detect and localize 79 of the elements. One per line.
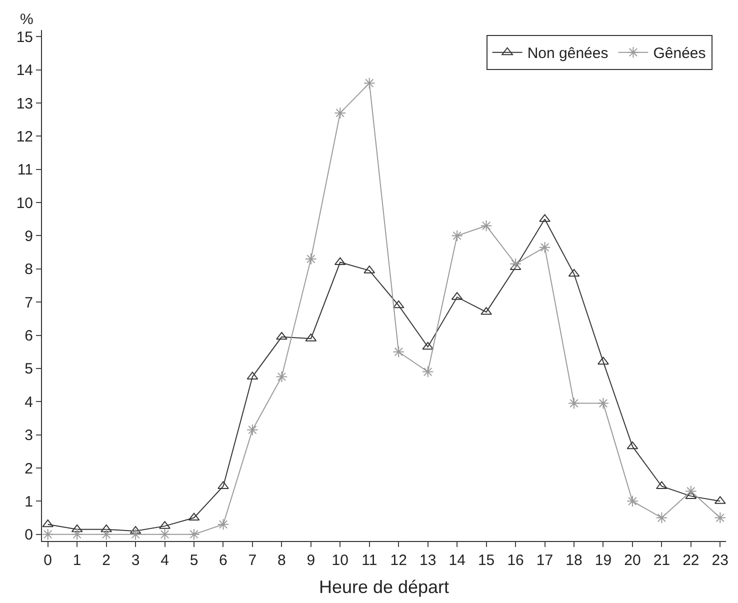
y-tick-label: 5 xyxy=(24,360,33,378)
point xyxy=(100,524,112,532)
point xyxy=(656,512,668,524)
x-tick-label: 11 xyxy=(362,552,378,569)
point xyxy=(188,528,200,540)
point xyxy=(392,300,404,308)
x-tick-label: 12 xyxy=(390,552,407,569)
x-tick-label: 10 xyxy=(332,552,348,569)
point xyxy=(305,253,317,265)
point xyxy=(626,441,638,450)
y-tick-label: 14 xyxy=(16,62,33,80)
point xyxy=(598,356,609,365)
y-tick-label: 7 xyxy=(24,294,33,312)
point xyxy=(100,528,112,540)
y-tick-label: 0 xyxy=(24,526,33,544)
point xyxy=(510,258,522,270)
y-tick-label: 9 xyxy=(24,228,33,245)
y-tick-label: 4 xyxy=(24,394,33,411)
point xyxy=(363,77,376,89)
x-tick-label: 16 xyxy=(507,552,524,569)
x-tick-label: 19 xyxy=(594,552,612,569)
point xyxy=(568,397,580,410)
y-tick-label: 8 xyxy=(24,261,33,278)
point xyxy=(130,528,142,540)
y-tick-label: 13 xyxy=(16,95,33,112)
point xyxy=(276,332,288,340)
y-tick-label: 6 xyxy=(24,328,33,345)
y-tick-label: 3 xyxy=(24,427,33,444)
point xyxy=(568,268,580,277)
x-tick-label: 23 xyxy=(712,552,728,569)
point xyxy=(334,107,346,119)
point xyxy=(597,397,610,410)
point xyxy=(246,424,258,436)
legend-label: Non gênées xyxy=(527,45,608,62)
point xyxy=(422,366,434,378)
x-tick-label: 13 xyxy=(420,552,436,569)
x-tick-label: 4 xyxy=(160,552,169,569)
x-tick-label: 2 xyxy=(102,552,110,569)
y-axis-title: % xyxy=(20,11,34,28)
x-tick-label: 22 xyxy=(682,552,700,569)
point xyxy=(71,524,83,532)
x-tick-label: 5 xyxy=(190,552,198,569)
point xyxy=(538,241,551,254)
point xyxy=(276,370,288,383)
x-tick-label: 9 xyxy=(306,552,316,569)
x-tick-label: 6 xyxy=(219,552,228,569)
x-tick-label: 0 xyxy=(44,552,52,569)
point xyxy=(71,528,83,540)
x-tick-label: 21 xyxy=(653,552,670,569)
y-tick-label: 12 xyxy=(16,128,33,146)
x-axis-title: Heure de départ xyxy=(318,577,450,598)
y-tick-label: 10 xyxy=(16,194,33,212)
x-tick-label: 15 xyxy=(478,552,495,569)
point xyxy=(626,495,638,508)
y-tick-label: 2 xyxy=(24,460,33,478)
point xyxy=(188,512,200,521)
x-tick-label: 1 xyxy=(72,552,82,569)
x-tick-label: 17 xyxy=(536,552,554,569)
point xyxy=(480,220,492,232)
point xyxy=(392,346,405,358)
y-tick-label: 11 xyxy=(17,162,33,179)
point xyxy=(334,257,346,266)
x-tick-label: 20 xyxy=(624,552,641,569)
point xyxy=(217,518,230,530)
x-tick-label: 3 xyxy=(131,552,140,569)
point xyxy=(158,528,171,540)
point xyxy=(42,528,54,540)
y-tick-label: 1 xyxy=(24,493,33,510)
y-tick-label: 15 xyxy=(16,28,33,46)
point xyxy=(685,485,697,498)
point xyxy=(422,342,434,350)
x-tick-label: 7 xyxy=(248,552,257,569)
legend-label: Gênées xyxy=(653,45,706,62)
point xyxy=(42,519,54,528)
point xyxy=(714,512,726,524)
x-tick-label: 14 xyxy=(448,552,466,569)
x-tick-label: 8 xyxy=(278,552,286,569)
point xyxy=(451,230,463,242)
x-tick-label: 18 xyxy=(566,552,582,569)
